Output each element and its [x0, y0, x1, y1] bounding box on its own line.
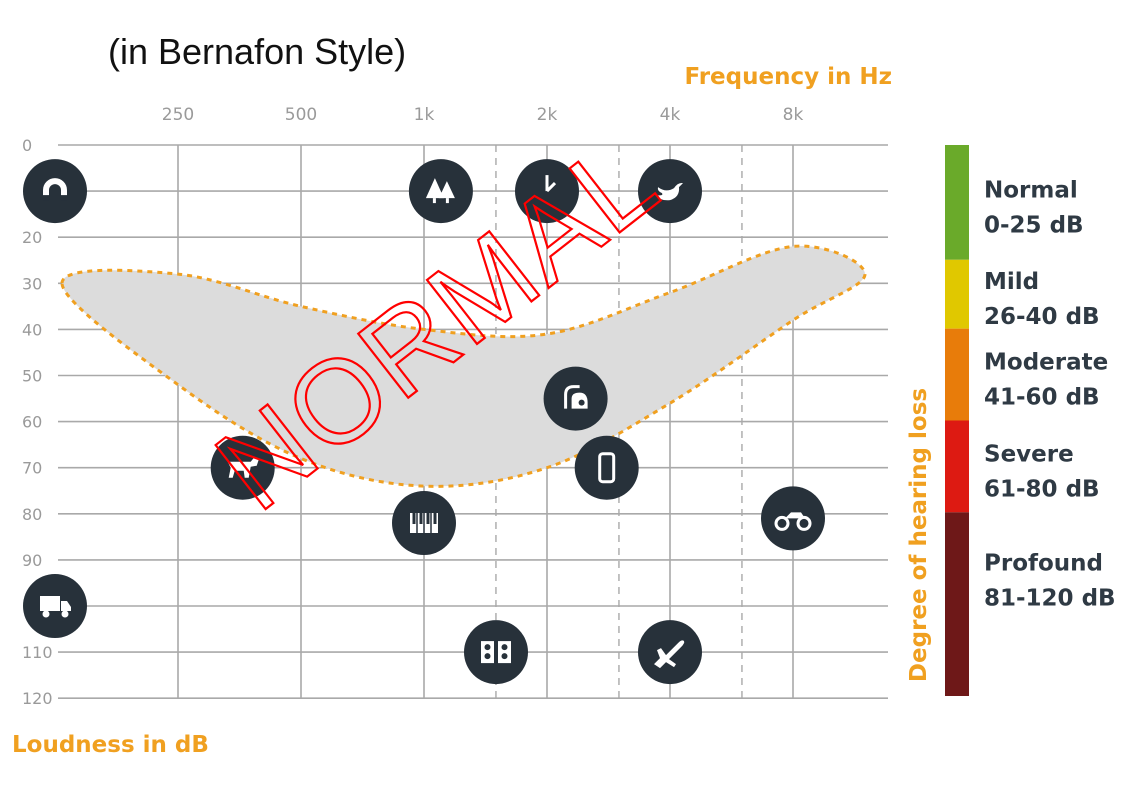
x-tick-label: 4k	[660, 105, 681, 125]
severity-range: 0-25 dB	[984, 212, 1084, 238]
y-tick-label: 20	[22, 228, 42, 247]
y-tick-label: 90	[22, 551, 42, 570]
speaker-icon	[464, 620, 528, 685]
chart-subtitle: (in Bernafon Style)	[108, 31, 406, 72]
bird-icon	[638, 159, 702, 224]
severity-band	[945, 259, 969, 329]
dog-icon	[210, 435, 275, 500]
x-tick-label: 1k	[414, 105, 435, 125]
y-tick-label: 70	[22, 459, 42, 478]
vacuum-icon	[543, 366, 608, 431]
y-tick-label: 80	[22, 505, 42, 524]
severity-range: 61-80 dB	[984, 476, 1100, 502]
y-tick-label: 0	[22, 136, 32, 155]
x-tick-label: 500	[285, 105, 317, 125]
trees-icon	[408, 159, 473, 224]
y-tick-label: 40	[22, 320, 42, 339]
severity-range: 41-60 dB	[984, 385, 1100, 411]
truck-icon	[23, 574, 87, 638]
y-axis-title: Loudness in dB	[12, 732, 209, 758]
severity-band	[945, 328, 969, 421]
severity-name: Mild	[984, 269, 1039, 295]
y-tick-label: 120	[22, 689, 53, 708]
piano-icon	[392, 491, 456, 555]
x-tick-label: 250	[162, 105, 194, 125]
x-axis-title: Frequency in Hz	[684, 64, 892, 90]
x-tick-label: 8k	[783, 105, 804, 125]
y-tick-label: 50	[22, 367, 42, 386]
x-tick-label: 2k	[537, 105, 558, 125]
sound-icons	[23, 159, 825, 685]
severity-band	[945, 145, 969, 260]
motorcycle-icon	[761, 486, 825, 551]
severity-scale: Normal 0-25 dB Mild 26-40 dB Moderate 41-60 d…	[945, 145, 1116, 696]
y-tick-label: 30	[22, 274, 42, 293]
severity-name: Moderate	[984, 350, 1108, 376]
severity-name: Severe	[984, 441, 1074, 467]
y-tick-label: 60	[22, 413, 42, 432]
airplane-icon	[638, 620, 702, 685]
x-tick-labels: 250 500 1k 2k 4k 8k	[162, 105, 804, 125]
magnet-icon	[23, 159, 87, 224]
clock-icon	[515, 159, 579, 224]
severity-band	[945, 420, 969, 513]
severity-band	[945, 512, 969, 696]
severity-range: 81-120 dB	[984, 585, 1116, 611]
speech-banana	[60, 244, 867, 488]
severity-name: Normal	[984, 177, 1078, 203]
y-tick-label: 110	[22, 643, 53, 662]
severity-name: Profound	[984, 550, 1103, 576]
severity-range: 26-40 dB	[984, 304, 1100, 330]
phone-icon	[574, 435, 639, 500]
severity-axis-title: Degree of hearing loss	[906, 388, 932, 682]
